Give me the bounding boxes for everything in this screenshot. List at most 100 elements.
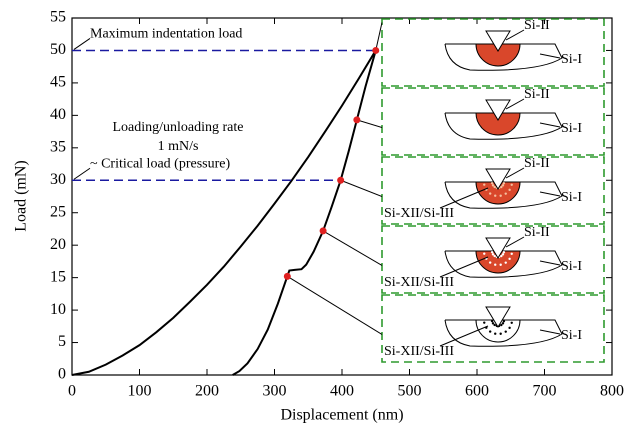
zone-dot bbox=[491, 253, 495, 256]
x-tick-label: 300 bbox=[263, 383, 287, 400]
y-tick-label: 55 bbox=[50, 9, 66, 26]
inset-label: Si-I bbox=[561, 328, 582, 343]
indenter bbox=[485, 306, 511, 328]
inset-panel bbox=[381, 294, 605, 363]
inset-label: Si-I bbox=[561, 52, 582, 67]
zone-dot bbox=[488, 192, 492, 195]
zone-dot bbox=[502, 319, 506, 323]
leader bbox=[539, 260, 561, 266]
indenter bbox=[485, 99, 511, 121]
y-tick-label: 30 bbox=[50, 171, 66, 188]
zone-dot bbox=[510, 252, 513, 255]
x-tick-label: 700 bbox=[533, 383, 557, 400]
leader bbox=[505, 167, 525, 179]
zone-dot bbox=[501, 184, 505, 187]
point bbox=[283, 272, 291, 280]
note: 1 mN/s bbox=[158, 139, 199, 154]
inset-label: Si-XII/Si-III bbox=[384, 275, 454, 290]
point bbox=[353, 116, 361, 124]
zone-dot bbox=[504, 192, 507, 195]
zone-dot bbox=[499, 263, 502, 266]
zone-dot bbox=[493, 185, 496, 189]
zone-dot bbox=[491, 322, 495, 325]
zone-dot bbox=[508, 326, 511, 330]
transformed-zone bbox=[475, 112, 521, 136]
leader bbox=[539, 53, 561, 59]
inset-label: Si-II bbox=[524, 87, 550, 102]
zone-dot bbox=[490, 250, 494, 254]
leader bbox=[505, 29, 525, 41]
zone-dot bbox=[494, 263, 497, 266]
zone-dot bbox=[510, 321, 513, 324]
inset-label: Si-XII/Si-III bbox=[384, 206, 454, 221]
inset-panel bbox=[381, 225, 605, 294]
zone-dot bbox=[500, 323, 503, 327]
leader bbox=[287, 275, 383, 335]
y-tick-label: 5 bbox=[58, 333, 66, 350]
inset-label: Si-XII/Si-III bbox=[384, 344, 454, 359]
transformed-zone bbox=[475, 181, 521, 205]
x-tick-label: 600 bbox=[465, 383, 489, 400]
x-tick-label: 100 bbox=[128, 383, 152, 400]
y-tick-label: 50 bbox=[50, 41, 66, 58]
inset-panel bbox=[381, 87, 605, 156]
inset-label: Si-I bbox=[561, 121, 582, 136]
zone-dot bbox=[483, 321, 486, 324]
y-tick-label: 45 bbox=[50, 74, 66, 91]
transformed-zone bbox=[475, 43, 521, 67]
zone-dot bbox=[499, 332, 502, 335]
point bbox=[337, 176, 345, 184]
inset-label: Si-II bbox=[524, 18, 550, 33]
point bbox=[372, 46, 380, 54]
point bbox=[319, 227, 327, 235]
indenter bbox=[485, 30, 511, 52]
zone-dot bbox=[501, 253, 505, 256]
inset-panel bbox=[381, 18, 605, 87]
leader bbox=[439, 187, 489, 209]
inset-label: Si-I bbox=[561, 190, 582, 205]
zone-dot bbox=[500, 185, 503, 189]
zone-dot bbox=[491, 184, 495, 187]
x-axis-title: Displacement (nm) bbox=[280, 407, 403, 424]
curve bbox=[232, 50, 377, 376]
y-tick-label: 10 bbox=[50, 301, 66, 318]
plot-frame bbox=[71, 17, 613, 376]
zone-dot bbox=[488, 261, 492, 264]
y-tick-label: 0 bbox=[58, 366, 66, 383]
y-tick-label: 20 bbox=[50, 236, 66, 253]
zone-dot bbox=[490, 319, 494, 323]
zone-dot bbox=[483, 183, 486, 186]
leader bbox=[539, 191, 561, 197]
curve bbox=[71, 49, 377, 376]
annotation: ~ Critical load (pressure) bbox=[90, 156, 230, 171]
x-tick-label: 200 bbox=[195, 383, 219, 400]
y-tick-label: 25 bbox=[50, 203, 66, 220]
inset-panel bbox=[381, 156, 605, 225]
x-tick-label: 400 bbox=[330, 383, 354, 400]
indenter bbox=[485, 168, 511, 190]
x-tick-label: 500 bbox=[398, 383, 422, 400]
leader bbox=[505, 98, 525, 110]
zone-dot bbox=[494, 194, 497, 197]
leader bbox=[539, 329, 561, 335]
x-tick-label: 0 bbox=[68, 383, 76, 400]
leader bbox=[505, 236, 525, 248]
x-tick-label: 800 bbox=[600, 383, 624, 400]
zone-dot bbox=[493, 254, 496, 258]
indenter bbox=[485, 237, 511, 259]
leader bbox=[322, 230, 383, 266]
transformed-zone bbox=[475, 319, 521, 343]
inset-label: Si-I bbox=[561, 259, 582, 274]
inset-label: Si-II bbox=[524, 225, 550, 240]
y-tick-label: 40 bbox=[50, 106, 66, 123]
zone-dot bbox=[500, 254, 503, 258]
leader bbox=[356, 119, 383, 128]
zone-dot bbox=[488, 330, 492, 333]
zone-dot bbox=[508, 188, 511, 192]
zone-dot bbox=[502, 181, 506, 185]
zone-dot bbox=[494, 332, 497, 335]
zone-dot bbox=[493, 323, 496, 327]
leader bbox=[73, 167, 91, 180]
leader bbox=[439, 325, 489, 347]
